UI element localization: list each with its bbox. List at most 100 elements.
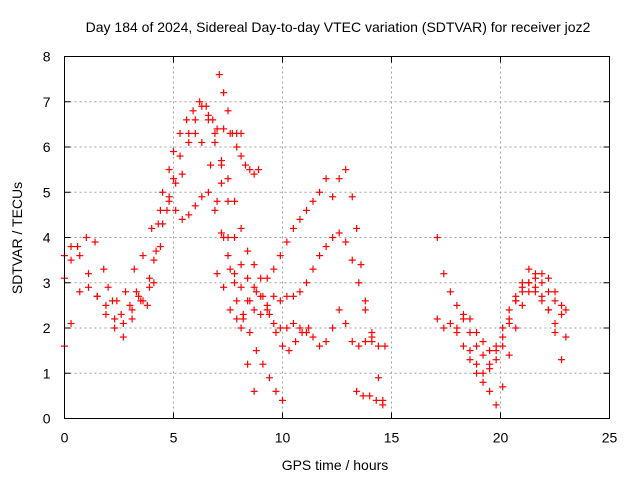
data-point xyxy=(558,301,566,309)
data-point xyxy=(279,396,286,404)
data-point xyxy=(355,342,363,350)
data-point xyxy=(224,107,232,115)
data-point xyxy=(67,243,75,251)
data-point xyxy=(178,215,186,223)
data-point xyxy=(329,324,337,332)
data-point xyxy=(276,252,284,260)
data-point xyxy=(551,288,559,296)
data-point xyxy=(191,116,199,124)
series-arc-f xyxy=(217,157,330,282)
data-point xyxy=(132,288,140,296)
data-point xyxy=(276,297,284,305)
data-point xyxy=(198,138,206,146)
data-point xyxy=(479,369,487,377)
data-point xyxy=(226,306,234,314)
data-point xyxy=(289,292,297,300)
data-point xyxy=(139,252,147,260)
data-point xyxy=(538,297,546,305)
series-arc-a xyxy=(61,98,245,318)
data-point xyxy=(102,301,110,309)
data-point xyxy=(148,224,156,232)
data-point xyxy=(250,387,258,395)
data-point xyxy=(233,143,241,151)
data-point xyxy=(335,229,343,237)
data-point xyxy=(172,206,180,214)
data-point xyxy=(309,197,317,205)
data-point xyxy=(335,175,343,183)
data-point xyxy=(185,129,193,137)
data-point xyxy=(298,329,306,337)
data-point xyxy=(246,297,254,305)
data-point xyxy=(165,166,173,174)
y-tick-label: 3 xyxy=(43,275,51,291)
data-point xyxy=(252,288,260,296)
y-tick-label: 0 xyxy=(43,411,51,427)
data-point xyxy=(353,224,361,232)
data-point xyxy=(342,166,350,174)
x-tick-labels: 0 5 10 15 20 25 xyxy=(61,430,618,446)
data-point xyxy=(322,338,330,346)
data-point xyxy=(146,274,154,282)
data-point xyxy=(170,175,177,183)
x-tick-label: 5 xyxy=(170,430,178,446)
data-point xyxy=(119,319,127,327)
data-point xyxy=(159,188,167,196)
data-point xyxy=(204,116,212,124)
data-point xyxy=(176,129,184,137)
data-point xyxy=(252,347,260,355)
data-point xyxy=(551,319,559,327)
data-point xyxy=(183,116,191,124)
data-point xyxy=(263,274,271,282)
data-point xyxy=(296,288,304,296)
data-point xyxy=(466,356,474,364)
data-point xyxy=(440,270,448,278)
y-tick-label: 8 xyxy=(43,49,51,65)
data-point xyxy=(466,315,474,323)
data-point xyxy=(82,234,90,241)
data-point xyxy=(150,256,158,264)
data-point xyxy=(211,129,219,137)
data-point xyxy=(305,324,313,332)
data-point xyxy=(479,378,487,386)
data-point xyxy=(176,152,184,160)
data-point xyxy=(518,301,526,309)
data-point xyxy=(473,360,481,368)
data-point xyxy=(379,401,387,409)
data-point xyxy=(359,392,367,400)
data-point xyxy=(492,347,500,355)
data-point xyxy=(562,333,570,341)
data-point xyxy=(492,401,500,409)
data-point xyxy=(111,315,119,323)
data-point xyxy=(130,265,138,273)
data-point xyxy=(185,138,193,146)
data-point xyxy=(244,360,252,368)
data-point xyxy=(374,342,382,350)
data-point xyxy=(329,234,337,241)
data-point xyxy=(309,333,317,341)
data-point xyxy=(93,292,101,300)
data-point xyxy=(512,324,520,332)
data-point xyxy=(453,301,461,309)
data-point xyxy=(348,193,356,201)
data-point xyxy=(531,274,539,282)
data-point xyxy=(76,288,84,296)
y-tick-label: 1 xyxy=(43,365,51,381)
data-point xyxy=(150,279,158,287)
data-point xyxy=(283,292,291,300)
y-axis-label: SDTVAR / TECUs xyxy=(9,182,25,294)
data-point xyxy=(246,166,254,174)
data-point xyxy=(368,333,376,341)
data-point xyxy=(270,319,278,327)
data-point xyxy=(322,175,330,183)
data-point xyxy=(217,157,225,165)
data-point xyxy=(233,315,241,323)
data-point xyxy=(91,238,99,246)
data-point xyxy=(486,365,494,373)
data-point xyxy=(117,310,125,318)
data-point xyxy=(276,324,284,332)
series-arc-c xyxy=(61,102,258,395)
series-arc-n xyxy=(466,279,559,377)
data-point xyxy=(263,306,271,314)
data-point xyxy=(374,374,382,382)
